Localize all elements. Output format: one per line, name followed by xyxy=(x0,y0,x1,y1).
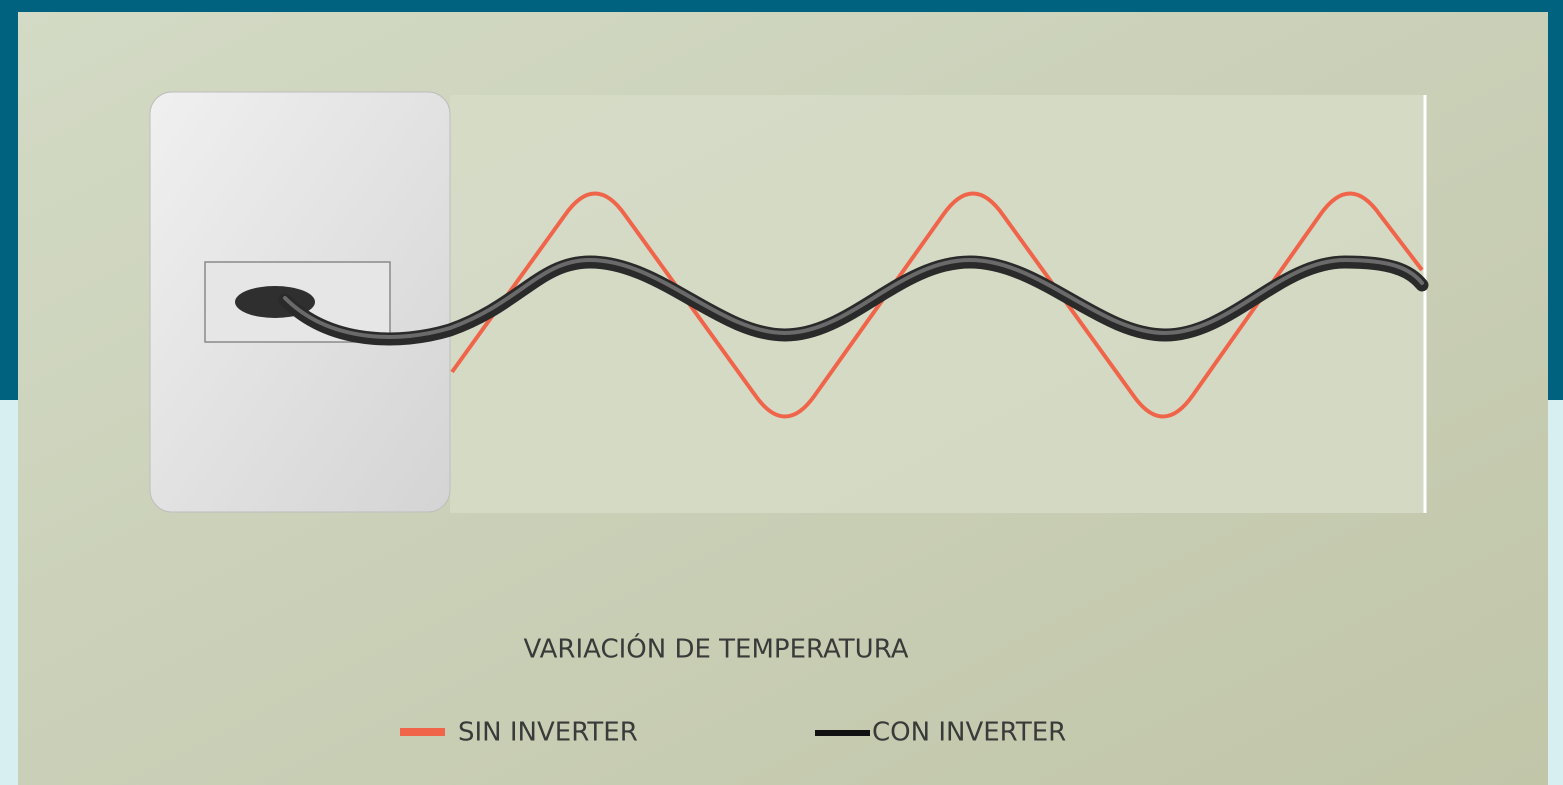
legend-swatch xyxy=(400,728,445,736)
page: VARIACIÓN DE TEMPERATURA SIN INVERTER CO… xyxy=(0,0,1563,785)
wave-area xyxy=(450,95,1425,513)
legend-swatch xyxy=(815,730,870,736)
caption: VARIACIÓN DE TEMPERATURA xyxy=(523,633,908,665)
illustration: VARIACIÓN DE TEMPERATURA SIN INVERTER CO… xyxy=(0,0,1563,785)
legend-label: CON INVERTER xyxy=(872,718,1066,748)
legend-label: SIN INVERTER xyxy=(458,718,638,748)
